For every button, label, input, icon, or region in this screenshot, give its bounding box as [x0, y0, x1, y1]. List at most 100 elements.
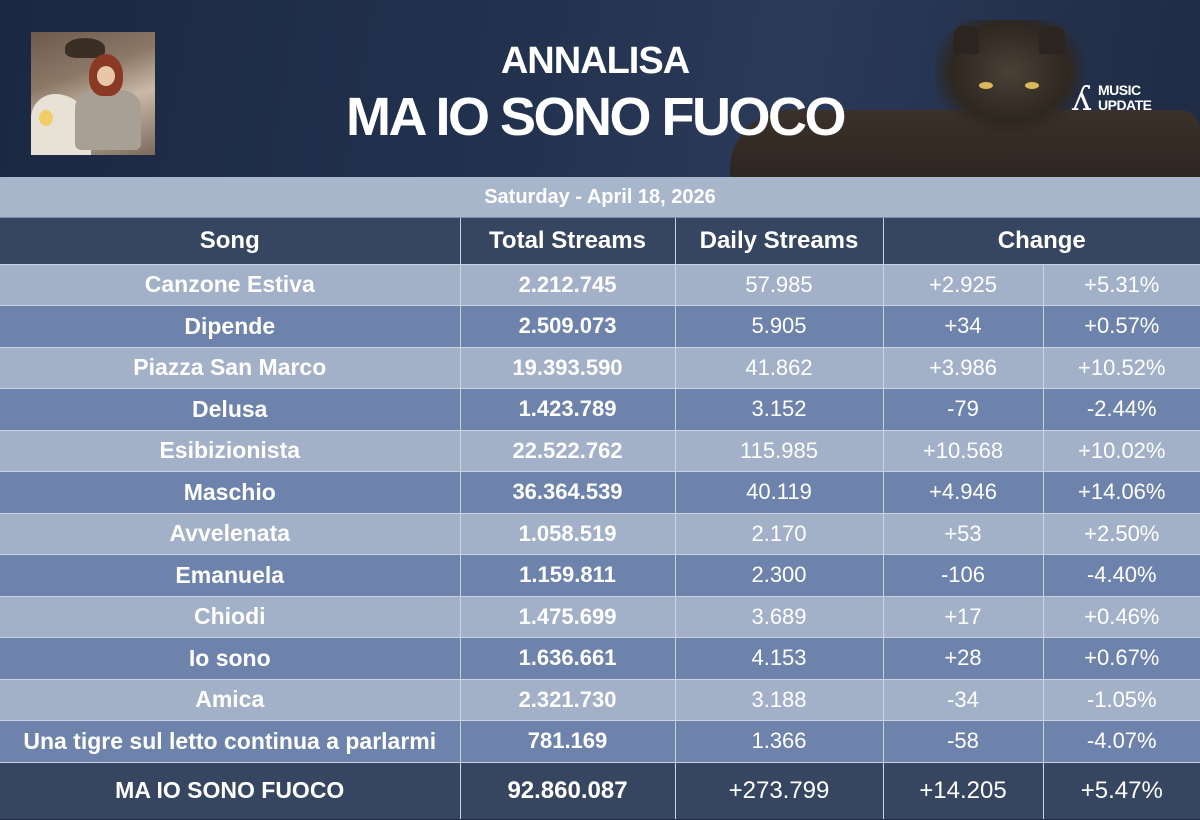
- change-pct-cell: -2.44%: [1043, 388, 1200, 431]
- total-row-daily-streams: +273.799: [675, 762, 884, 819]
- table-row: Delusa 1.423.789 3.152 -79 -2.44%: [0, 388, 1200, 431]
- total-streams-cell: 1.636.661: [460, 637, 676, 680]
- song-cell: Esibizionista: [0, 430, 461, 472]
- table-row: Dipende 2.509.073 5.905 +34 +0.57%: [0, 305, 1200, 348]
- cover-figure-face: [97, 66, 115, 86]
- change-cell: -79: [883, 388, 1044, 431]
- song-cell: Emanuela: [0, 554, 461, 597]
- header-banner: ANNALISA MA IO SONO FUOCO ʎ MUSIC UPDATE: [0, 0, 1200, 177]
- artist-name: ANNALISA: [500, 40, 690, 82]
- logo-mark-icon: ʎ: [1072, 79, 1092, 119]
- total-row-album: MA IO SONO FUOCO: [0, 762, 461, 819]
- change-pct-cell: +0.67%: [1043, 637, 1200, 680]
- change-cell: -34: [883, 679, 1044, 721]
- change-cell: +2.925: [883, 264, 1044, 306]
- logo-text-line1: MUSIC: [1098, 82, 1141, 98]
- total-row-change-pct: +5.47%: [1043, 762, 1200, 819]
- tiger-eye-left: [979, 82, 993, 89]
- logo-text-line2: UPDATE: [1098, 97, 1152, 113]
- change-cell: +17: [883, 596, 1044, 638]
- cover-lamp: [39, 110, 53, 126]
- song-cell: Maschio: [0, 471, 461, 514]
- total-streams-cell: 1.423.789: [460, 388, 676, 431]
- change-cell: +34: [883, 305, 1044, 348]
- change-pct-cell: -4.07%: [1043, 720, 1200, 763]
- daily-streams-cell: 2.170: [675, 513, 884, 555]
- song-cell: Amica: [0, 679, 461, 721]
- change-cell: -106: [883, 554, 1044, 597]
- change-pct-cell: +0.46%: [1043, 596, 1200, 638]
- total-row-change: +14.205: [883, 762, 1044, 819]
- total-streams-cell: 22.522.762: [460, 430, 676, 472]
- tiger-ear-left: [953, 26, 979, 54]
- table-total-row: MA IO SONO FUOCO 92.860.087 +273.799 +14…: [0, 762, 1200, 819]
- tiger-ear-right: [1039, 26, 1065, 54]
- change-pct-cell: +2.50%: [1043, 513, 1200, 555]
- music-update-logo: ʎ MUSIC UPDATE: [1072, 80, 1172, 120]
- daily-streams-cell: 2.300: [675, 554, 884, 597]
- table-row: Esibizionista 22.522.762 115.985 +10.568 +10…: [0, 430, 1200, 472]
- change-cell: +28: [883, 637, 1044, 680]
- column-header-total-streams: Total Streams: [460, 218, 676, 265]
- table-row: Io sono 1.636.661 4.153 +28 +0.67%: [0, 637, 1200, 680]
- change-cell: +53: [883, 513, 1044, 555]
- daily-streams-cell: 41.862: [675, 347, 884, 389]
- daily-streams-cell: 115.985: [675, 430, 884, 472]
- daily-streams-cell: 40.119: [675, 471, 884, 514]
- table-row: Amica 2.321.730 3.188 -34 -1.05%: [0, 679, 1200, 721]
- cover-figure-body: [75, 90, 141, 150]
- song-cell: Dipende: [0, 305, 461, 348]
- table-row: Una tigre sul letto continua a parlarmi 7…: [0, 720, 1200, 763]
- total-streams-cell: 1.058.519: [460, 513, 676, 555]
- background-tiger: [935, 20, 1085, 135]
- total-streams-cell: 2.321.730: [460, 679, 676, 721]
- table-row: Canzone Estiva 2.212.745 57.985 +2.925 +5.31…: [0, 264, 1200, 306]
- column-header-change: Change: [883, 218, 1200, 265]
- streams-table: Song Total Streams Daily Streams Change …: [0, 218, 1200, 819]
- change-cell: +4.946: [883, 471, 1044, 514]
- change-pct-cell: +10.02%: [1043, 430, 1200, 472]
- date-bar: Saturday - April 18, 2026: [0, 177, 1200, 218]
- song-cell: Una tigre sul letto continua a parlarmi: [0, 720, 461, 763]
- change-cell: +3.986: [883, 347, 1044, 389]
- table-row: Avvelenata 1.058.519 2.170 +53 +2.50%: [0, 513, 1200, 555]
- album-cover-image: [31, 32, 155, 155]
- daily-streams-cell: 1.366: [675, 720, 884, 763]
- daily-streams-cell: 4.153: [675, 637, 884, 680]
- column-header-daily-streams: Daily Streams: [675, 218, 884, 265]
- logo-text: MUSIC UPDATE: [1098, 83, 1152, 113]
- table-row: Chiodi 1.475.699 3.689 +17 +0.46%: [0, 596, 1200, 638]
- song-cell: Canzone Estiva: [0, 264, 461, 306]
- daily-streams-cell: 5.905: [675, 305, 884, 348]
- table-row: Piazza San Marco 19.393.590 41.862 +3.986 +1…: [0, 347, 1200, 389]
- daily-streams-cell: 57.985: [675, 264, 884, 306]
- song-cell: Chiodi: [0, 596, 461, 638]
- total-row-total-streams: 92.860.087: [460, 762, 676, 819]
- song-cell: Piazza San Marco: [0, 347, 461, 389]
- song-cell: Delusa: [0, 388, 461, 431]
- total-streams-cell: 19.393.590: [460, 347, 676, 389]
- total-streams-cell: 781.169: [460, 720, 676, 763]
- change-pct-cell: -4.40%: [1043, 554, 1200, 597]
- change-pct-cell: +14.06%: [1043, 471, 1200, 514]
- change-pct-cell: +0.57%: [1043, 305, 1200, 348]
- daily-streams-cell: 3.152: [675, 388, 884, 431]
- total-streams-cell: 36.364.539: [460, 471, 676, 514]
- daily-streams-cell: 3.689: [675, 596, 884, 638]
- table-header-row: Song Total Streams Daily Streams Change: [0, 218, 1200, 265]
- cover-tiger: [65, 38, 105, 58]
- table-row: Emanuela 1.159.811 2.300 -106 -4.40%: [0, 554, 1200, 597]
- album-title: MA IO SONO FUOCO: [346, 87, 847, 147]
- song-cell: Avvelenata: [0, 513, 461, 555]
- total-streams-cell: 2.212.745: [460, 264, 676, 306]
- column-header-song: Song: [0, 218, 461, 265]
- total-streams-cell: 1.159.811: [460, 554, 676, 597]
- change-cell: +10.568: [883, 430, 1044, 472]
- tiger-eye-right: [1025, 82, 1039, 89]
- total-streams-cell: 2.509.073: [460, 305, 676, 348]
- change-pct-cell: -1.05%: [1043, 679, 1200, 721]
- daily-streams-cell: 3.188: [675, 679, 884, 721]
- total-streams-cell: 1.475.699: [460, 596, 676, 638]
- song-cell: Io sono: [0, 637, 461, 680]
- table-row: Maschio 36.364.539 40.119 +4.946 +14.06%: [0, 471, 1200, 514]
